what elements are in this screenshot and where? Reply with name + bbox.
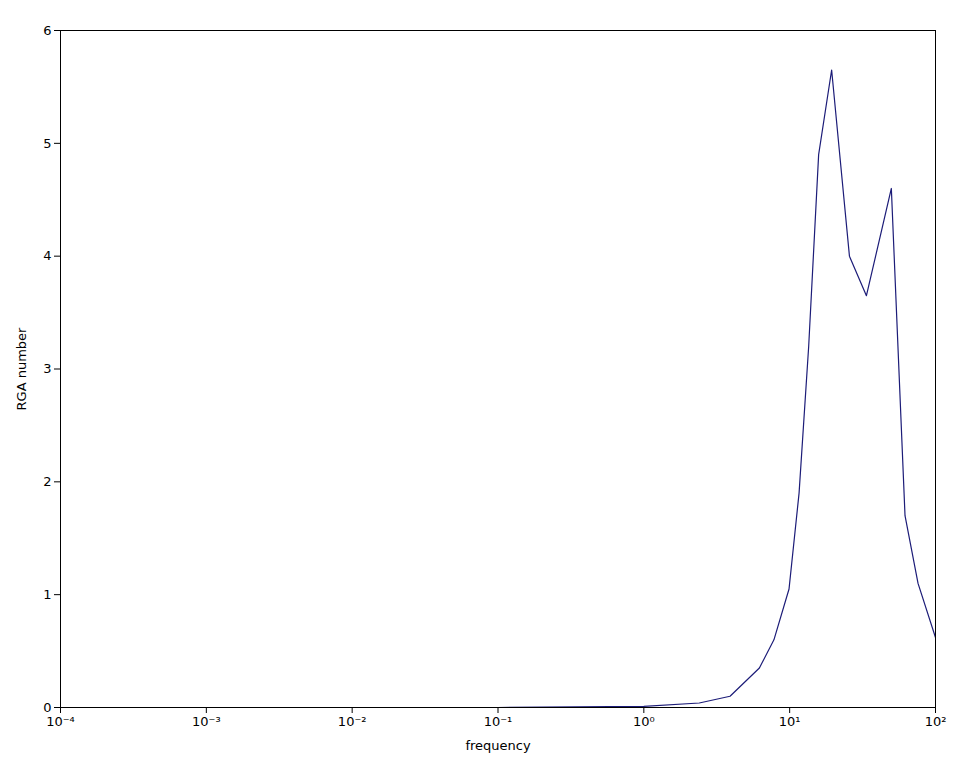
- svg-text:3: 3: [43, 361, 51, 376]
- svg-text:10⁰: 10⁰: [633, 714, 655, 729]
- svg-text:1: 1: [43, 587, 51, 602]
- svg-text:2: 2: [43, 474, 51, 489]
- svg-text:10¹: 10¹: [779, 714, 801, 729]
- svg-text:4: 4: [43, 248, 51, 263]
- svg-text:10⁻³: 10⁻³: [192, 714, 221, 729]
- svg-text:5: 5: [43, 135, 51, 150]
- svg-text:6: 6: [43, 23, 51, 38]
- svg-text:10⁻⁴: 10⁻⁴: [46, 714, 75, 729]
- svg-text:10⁻²: 10⁻²: [338, 714, 367, 729]
- svg-text:0: 0: [43, 700, 51, 715]
- svg-text:10²: 10²: [925, 714, 947, 729]
- svg-text:frequency: frequency: [465, 738, 531, 753]
- svg-text:10⁻¹: 10⁻¹: [484, 714, 513, 729]
- svg-text:RGA number: RGA number: [14, 327, 29, 411]
